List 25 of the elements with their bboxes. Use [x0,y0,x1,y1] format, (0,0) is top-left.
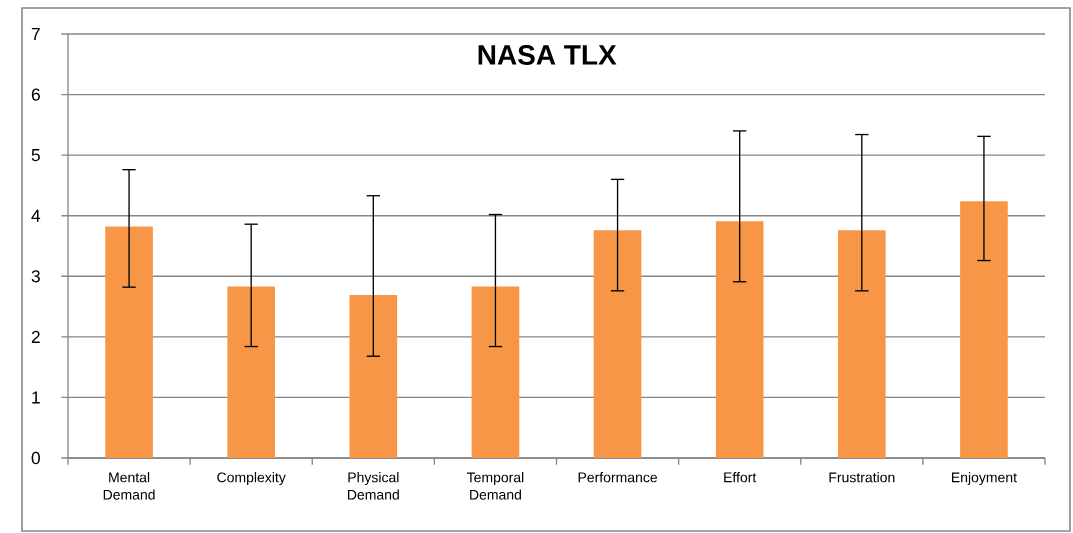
bar [960,201,1008,458]
y-tick-label: 3 [31,270,40,283]
x-tick-label: Physical Demand [348,472,399,500]
bar [471,286,520,458]
x-tick-label: Frustration [829,472,895,483]
y-tick-label: 0 [31,451,40,465]
x-tick-label: Performance [578,472,657,483]
bar [715,221,764,458]
y-tick-label: 7 [31,28,40,40]
bar [838,230,886,458]
x-tick-label: Mental Demand [103,472,155,500]
y-tick-label: 5 [31,149,40,162]
bar [349,295,398,458]
chart-title: NASA TLX [478,45,617,65]
y-tick-label: 2 [31,330,40,343]
x-tick-label: Temporal Demand [466,472,524,500]
x-tick-label: Complexity [217,472,286,486]
y-tick-label: 6 [31,88,40,101]
bar [105,226,153,458]
bar [593,230,642,458]
x-tick-label: Effort [724,472,757,483]
y-tick-label: 4 [31,209,41,222]
y-tick-label: 1 [32,391,40,404]
x-tick-label: Enjoyment [952,472,1017,486]
bar [227,286,276,458]
